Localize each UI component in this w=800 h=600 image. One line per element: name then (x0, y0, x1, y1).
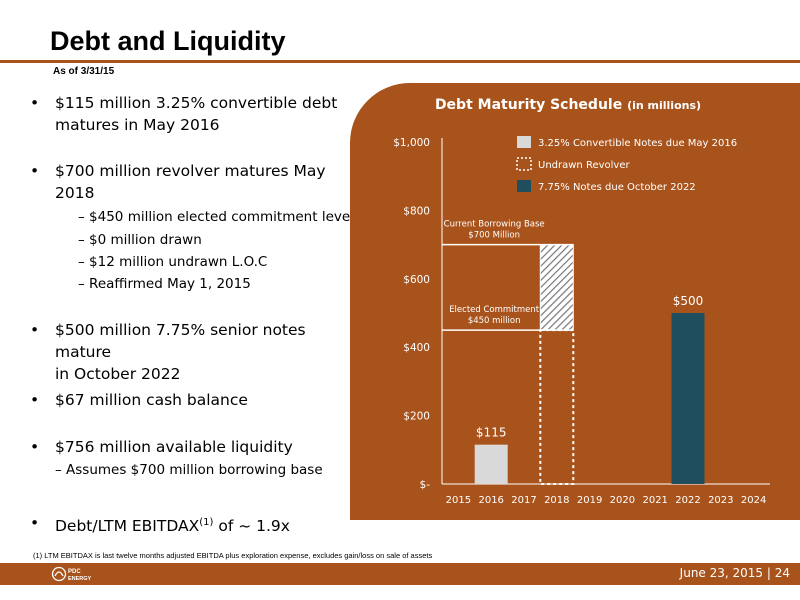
page-title: Debt and Liquidity (50, 26, 286, 56)
footer-date-page: June 23, 2015 | 24 (679, 566, 790, 580)
bullet-text: $67 million cash balance (55, 391, 248, 409)
title-rule (0, 60, 800, 63)
sub-bullet-loc: – $12 million undrawn L.O.C (78, 254, 268, 270)
bullet-dot: • (30, 162, 40, 180)
bullet-line: in October 2022 (55, 365, 181, 383)
sub-bullet-reaffirmed: – Reaffirmed May 1, 2015 (78, 276, 251, 292)
bullet-dot: • (30, 514, 40, 532)
bullet-text: $500 million 7.75% senior notes mature i… (55, 319, 355, 385)
footnote: (1) LTM EBITDAX is last twelve months ad… (33, 551, 433, 560)
sub-bullet-borrowing-base: – Assumes $700 million borrowing base (55, 462, 323, 478)
bullet-text: $115 million 3.25% convertible debt matu… (55, 92, 355, 136)
bullet-line: $500 million 7.75% senior notes mature (55, 321, 306, 361)
bullet-line: 2018 (55, 184, 95, 202)
bullet-text: Debt/LTM EBITDAX(1) of ~ 1.9x (55, 512, 355, 537)
bullet-dot: • (30, 94, 40, 112)
chart-panel (350, 83, 800, 520)
svg-text:PDC: PDC (68, 569, 81, 575)
bullet-line: $115 million 3.25% convertible debt (55, 94, 338, 112)
bullet-line: $700 million revolver matures May (55, 162, 326, 180)
bullet-dot: • (30, 321, 40, 339)
leverage-value: of ~ 1.9x (213, 517, 290, 536)
bullet-dot: • (30, 391, 40, 409)
as-of-date: As of 3/31/15 (53, 66, 115, 77)
sub-bullet-elected: – $450 million elected commitment level (78, 209, 354, 225)
footer-bar (0, 563, 800, 585)
bullet-text: $700 million revolver matures May 2018 (55, 160, 355, 204)
bullet-text: $756 million available liquidity (55, 438, 293, 456)
sub-bullet-drawn: – $0 million drawn (78, 232, 202, 248)
footnote-ref: (1) (199, 517, 214, 528)
leverage-label: Debt/LTM EBITDAX (55, 517, 200, 536)
bullet-line: matures in May 2016 (55, 116, 220, 134)
bullet-dot: • (30, 438, 40, 456)
pdc-energy-logo: PDC ENERGY (51, 566, 92, 582)
svg-text:ENERGY: ENERGY (68, 576, 92, 582)
